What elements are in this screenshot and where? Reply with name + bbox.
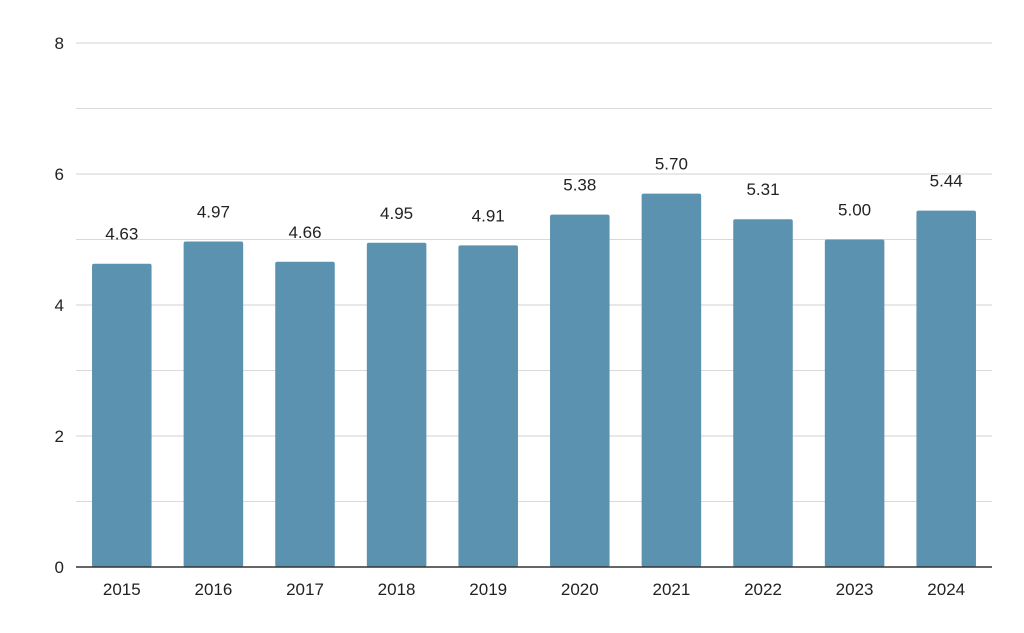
y-axis-ticks: 0 2 4 6 8 — [55, 34, 64, 577]
y-tick-label: 4 — [55, 296, 64, 315]
bars — [92, 193, 976, 568]
y-tick-label: 2 — [55, 427, 64, 446]
bar-2015 — [92, 263, 152, 567]
y-tick-label: 0 — [55, 558, 64, 577]
x-tick-label-2018: 2018 — [378, 580, 416, 599]
data-label-2016: 4.97 — [197, 202, 230, 221]
data-label-2018: 4.95 — [380, 204, 413, 223]
x-tick-label-2019: 2019 — [469, 580, 507, 599]
bar-2017 — [275, 261, 335, 567]
bar-2016 — [183, 241, 244, 567]
x-axis-ticks: 2015 2016 2017 2018 2019 2020 2021 2022 2023 2024 — [103, 580, 965, 599]
x-tick-label-2023: 2023 — [836, 580, 874, 599]
bar-2019 — [458, 245, 518, 567]
x-tick-label-2017: 2017 — [286, 580, 324, 599]
data-label-2015: 4.63 — [105, 225, 138, 244]
bar-2023 — [824, 239, 885, 567]
x-tick-label-2020: 2020 — [561, 580, 599, 599]
bar-2018 — [366, 242, 427, 567]
bar-2022 — [733, 219, 793, 567]
data-label-2022: 5.31 — [746, 180, 779, 199]
bar-2021 — [641, 193, 702, 567]
data-label-2024: 5.44 — [930, 172, 963, 191]
x-tick-label-2016: 2016 — [194, 580, 232, 599]
bar-2024 — [916, 210, 976, 567]
x-tick-label-2015: 2015 — [103, 580, 141, 599]
bar-2020 — [550, 214, 610, 568]
data-label-2023: 5.00 — [838, 201, 871, 220]
data-label-2017: 4.66 — [288, 223, 321, 242]
data-label-2019: 4.91 — [472, 206, 505, 225]
x-tick-label-2024: 2024 — [927, 580, 965, 599]
y-tick-label: 6 — [55, 165, 64, 184]
data-labels: 4.63 4.97 4.66 4.95 4.91 5.38 5.70 5.31 5.00 5.44 — [105, 155, 962, 244]
data-label-2021: 5.70 — [655, 155, 688, 174]
data-label-2020: 5.38 — [563, 176, 596, 195]
x-tick-label-2021: 2021 — [652, 580, 690, 599]
y-tick-label: 8 — [55, 34, 64, 53]
x-tick-label-2022: 2022 — [744, 580, 782, 599]
